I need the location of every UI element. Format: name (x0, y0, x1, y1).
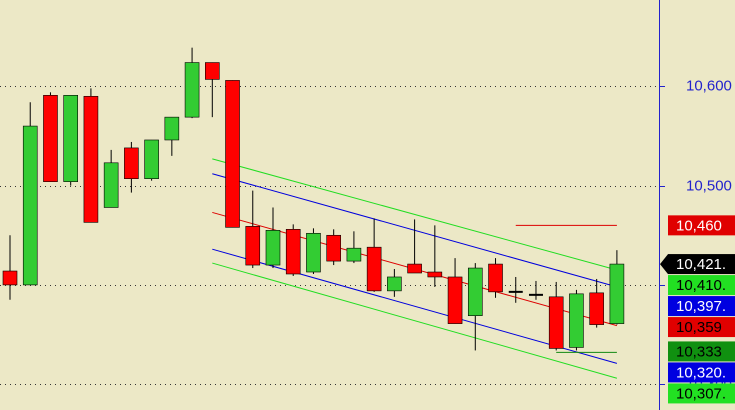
price-tag (668, 275, 735, 296)
candle-body (285, 229, 301, 275)
price-tag-label: 10,359 (676, 319, 722, 336)
candle-body (589, 292, 604, 325)
candle-body (467, 267, 483, 316)
candle-body (63, 95, 78, 182)
price-tag (668, 215, 735, 236)
candle-body (407, 263, 422, 274)
candle-body (245, 226, 261, 266)
price-tag-label: 10,333 (676, 343, 722, 360)
candle-body (124, 147, 139, 179)
price-tag-label: 10,320. (676, 364, 726, 381)
price-tag (668, 383, 735, 404)
candle-body (2, 270, 18, 286)
trend-line (212, 158, 618, 271)
price-tag (668, 317, 735, 338)
candle-body (164, 116, 180, 141)
candle-body (184, 62, 200, 118)
price-tag-label: 10,421. (676, 256, 726, 273)
price-tag-arrow (660, 254, 668, 275)
candle-body (326, 234, 341, 262)
candle-body (366, 246, 382, 292)
price-tag-label: 10,307. (676, 385, 726, 402)
candle-body (43, 95, 58, 182)
price-tag (668, 341, 735, 362)
candle-body (306, 232, 321, 273)
trend-line (212, 262, 618, 379)
candle-body (265, 230, 281, 266)
candle-body (427, 271, 443, 278)
candle-body (144, 139, 159, 179)
candle-body (83, 95, 99, 223)
price-tag-label: 10,397. (676, 298, 726, 315)
candle-body (548, 296, 564, 349)
candle-body (387, 276, 402, 292)
price-tag (668, 296, 735, 317)
price-tag-label: 10,460 (676, 217, 722, 234)
candle-body (488, 263, 503, 293)
candle-body (205, 62, 220, 80)
candle-body (447, 276, 463, 324)
y-tick-label: 10,600 (686, 77, 732, 94)
candle-body (225, 80, 240, 228)
candle-body (569, 293, 584, 348)
price-tag (668, 254, 735, 275)
candle-body (103, 162, 119, 208)
price-tag (668, 362, 735, 383)
candle-body (346, 247, 362, 262)
y-tick-label: 10,500 (686, 177, 732, 194)
price-tag-label: 10,410. (676, 277, 726, 294)
candle-body (22, 125, 38, 286)
candle-body (609, 263, 625, 324)
